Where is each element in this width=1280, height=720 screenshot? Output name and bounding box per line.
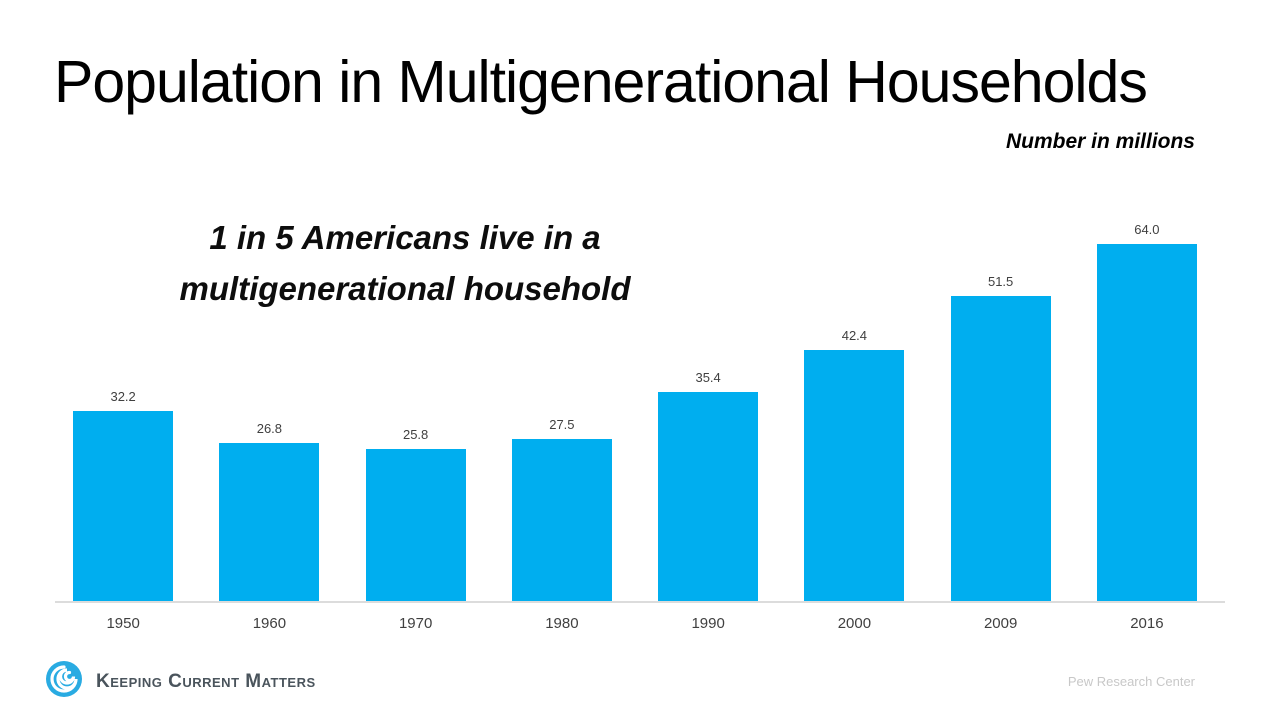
bar-chart-plot: 32.2 26.8 25.8 27.5 35.4 42.4 51.5 64.0 bbox=[50, 222, 1220, 602]
bar-value-label: 51.5 bbox=[987, 274, 1014, 290]
bar bbox=[219, 442, 320, 602]
bar-value-label: 42.4 bbox=[841, 328, 868, 344]
bar-group: 35.4 bbox=[635, 222, 781, 602]
bar bbox=[73, 410, 174, 602]
bar-group: 64.0 bbox=[1074, 222, 1220, 602]
bar-value-label: 32.2 bbox=[110, 388, 136, 404]
bar-value-label: 64.0 bbox=[1134, 222, 1160, 237]
bar-group: 25.8 bbox=[343, 222, 489, 602]
bar bbox=[1096, 244, 1197, 602]
swirl-icon bbox=[44, 659, 84, 704]
bar bbox=[950, 296, 1051, 602]
x-axis-label: 2009 bbox=[983, 615, 1018, 632]
x-axis-label: 2000 bbox=[837, 615, 872, 632]
bar-group: 32.2 bbox=[50, 222, 196, 602]
brand-name: Keeping Current Matters bbox=[96, 670, 316, 692]
bar-group: 51.5 bbox=[928, 222, 1074, 602]
bar-group: 27.5 bbox=[489, 222, 635, 602]
annotation-line-2: multigenerational household bbox=[179, 270, 631, 308]
x-axis-line bbox=[55, 601, 1225, 603]
x-axis-label: 1970 bbox=[398, 615, 433, 632]
x-axis-label: 1980 bbox=[545, 615, 579, 632]
page-title: Population in Multigenerational Househol… bbox=[54, 49, 1148, 115]
x-axis-label: 1990 bbox=[691, 615, 725, 632]
bar bbox=[365, 448, 466, 602]
bar bbox=[511, 438, 612, 602]
chart-units-subtitle: Number in millions bbox=[1005, 130, 1195, 153]
bar bbox=[658, 391, 759, 602]
x-axis-labels: 1950 1960 1970 1980 1990 2000 2009 2016 bbox=[50, 615, 1220, 632]
bar-value-label: 27.5 bbox=[549, 416, 575, 432]
bar-value-label: 25.8 bbox=[402, 426, 429, 442]
bar-value-label: 26.8 bbox=[256, 420, 283, 436]
annotation-callout: 1 in 5 Americans live in a multigenerati… bbox=[115, 212, 695, 314]
bar-group: 42.4 bbox=[781, 222, 927, 602]
source-attribution: Pew Research Center bbox=[1067, 674, 1195, 689]
x-axis-label: 1960 bbox=[252, 615, 287, 632]
annotation-line-1: 1 in 5 Americans live in a bbox=[209, 219, 601, 256]
bar-value-label: 35.4 bbox=[695, 369, 721, 385]
bar-group: 26.8 bbox=[196, 222, 342, 602]
x-axis-label: 2016 bbox=[1130, 615, 1164, 632]
brand-logo-lockup: Keeping Current Matters bbox=[44, 659, 316, 704]
x-axis-label: 1950 bbox=[106, 615, 140, 632]
bar bbox=[804, 350, 905, 602]
